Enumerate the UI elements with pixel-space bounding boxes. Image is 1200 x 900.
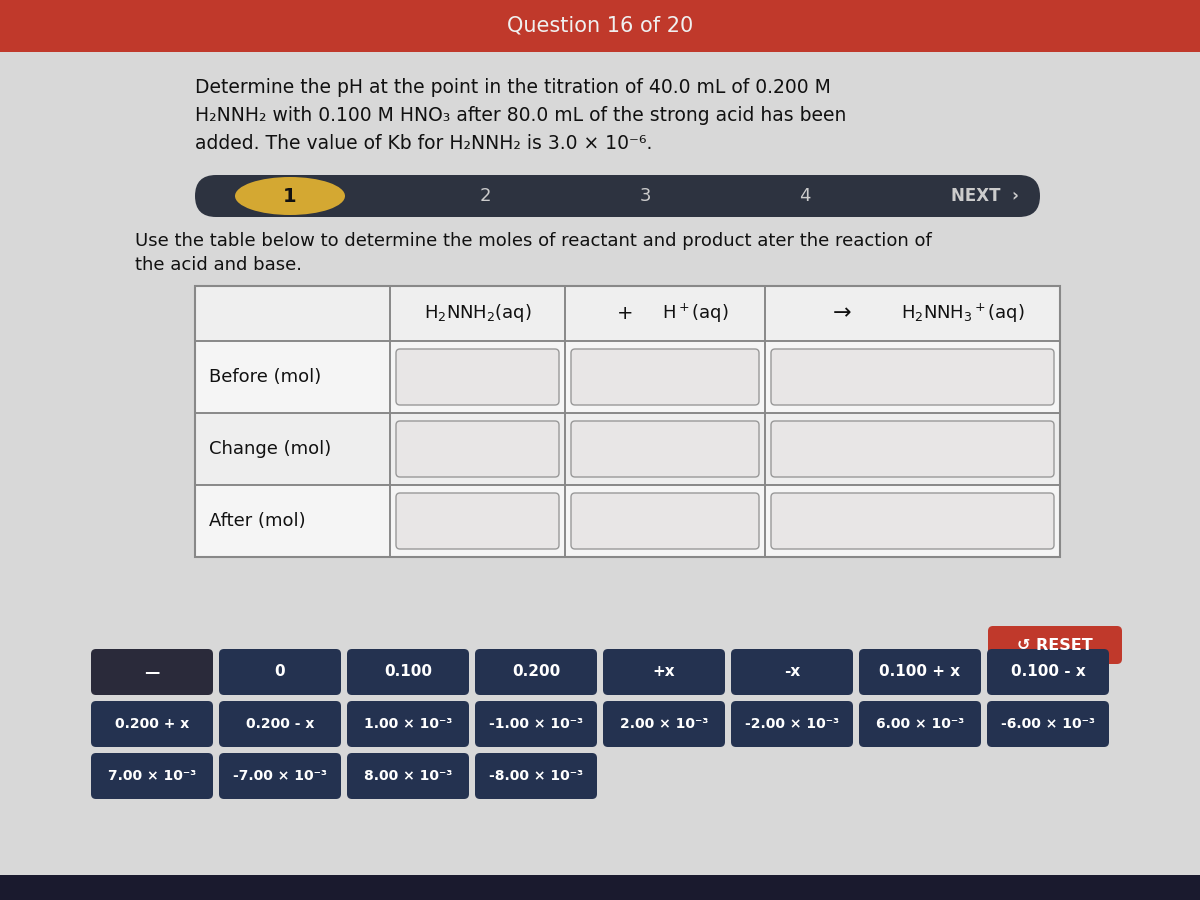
Text: Question 16 of 20: Question 16 of 20	[506, 16, 694, 36]
FancyBboxPatch shape	[986, 701, 1109, 747]
Text: After (mol): After (mol)	[209, 512, 306, 530]
Text: 6.00 × 10⁻³: 6.00 × 10⁻³	[876, 717, 964, 731]
Text: 0.100: 0.100	[384, 664, 432, 680]
Text: NEXT  ›: NEXT ›	[952, 187, 1019, 205]
Text: 2.00 × 10⁻³: 2.00 × 10⁻³	[620, 717, 708, 731]
Text: the acid and base.: the acid and base.	[134, 256, 302, 274]
Text: -8.00 × 10⁻³: -8.00 × 10⁻³	[488, 769, 583, 783]
Text: H$_2$NNH$_3$$^+$(aq): H$_2$NNH$_3$$^+$(aq)	[900, 302, 1025, 325]
Text: 0.200 + x: 0.200 + x	[115, 717, 190, 731]
FancyBboxPatch shape	[859, 649, 982, 695]
Text: Change (mol): Change (mol)	[209, 440, 331, 458]
FancyBboxPatch shape	[731, 701, 853, 747]
FancyBboxPatch shape	[220, 753, 341, 799]
FancyBboxPatch shape	[475, 701, 598, 747]
Text: -1.00 × 10⁻³: -1.00 × 10⁻³	[488, 717, 583, 731]
FancyBboxPatch shape	[91, 701, 214, 747]
Text: -7.00 × 10⁻³: -7.00 × 10⁻³	[233, 769, 326, 783]
Text: added. The value of Kb for H₂NNH₂ is 3.0 × 10⁻⁶.: added. The value of Kb for H₂NNH₂ is 3.0…	[194, 134, 653, 153]
Bar	[194, 286, 1060, 557]
Text: Use the table below to determine the moles of reactant and product ater the reac: Use the table below to determine the mol…	[134, 232, 931, 250]
Text: H$_2$NNH$_2$(aq): H$_2$NNH$_2$(aq)	[424, 302, 532, 325]
FancyBboxPatch shape	[731, 649, 853, 695]
FancyBboxPatch shape	[396, 421, 559, 477]
FancyBboxPatch shape	[220, 701, 341, 747]
FancyBboxPatch shape	[772, 493, 1054, 549]
Text: →: →	[833, 303, 852, 323]
Text: 8.00 × 10⁻³: 8.00 × 10⁻³	[364, 769, 452, 783]
Text: 7.00 × 10⁻³: 7.00 × 10⁻³	[108, 769, 196, 783]
FancyBboxPatch shape	[571, 493, 760, 549]
Text: Before (mol): Before (mol)	[209, 368, 322, 386]
FancyBboxPatch shape	[604, 649, 725, 695]
Text: -x: -x	[784, 664, 800, 680]
Text: -2.00 × 10⁻³: -2.00 × 10⁻³	[745, 717, 839, 731]
FancyBboxPatch shape	[571, 349, 760, 405]
FancyBboxPatch shape	[859, 701, 982, 747]
FancyBboxPatch shape	[396, 493, 559, 549]
Bar	[0, 875, 1200, 900]
Text: 0.200: 0.200	[512, 664, 560, 680]
FancyBboxPatch shape	[475, 753, 598, 799]
FancyBboxPatch shape	[347, 753, 469, 799]
Text: H₂NNH₂ with 0.100 M HNO₃ after 80.0 mL of the strong acid has been: H₂NNH₂ with 0.100 M HNO₃ after 80.0 mL o…	[194, 106, 846, 125]
Text: 0.100 + x: 0.100 + x	[880, 664, 960, 680]
FancyBboxPatch shape	[604, 701, 725, 747]
Text: Determine the pH at the point in the titration of 40.0 mL of 0.200 M: Determine the pH at the point in the tit…	[194, 78, 830, 97]
Bar	[194, 286, 1060, 341]
FancyBboxPatch shape	[220, 649, 341, 695]
FancyBboxPatch shape	[91, 649, 214, 695]
Text: —: —	[144, 664, 160, 680]
Text: 4: 4	[799, 187, 811, 205]
FancyBboxPatch shape	[396, 349, 559, 405]
FancyBboxPatch shape	[988, 626, 1122, 664]
Text: +: +	[617, 304, 634, 323]
FancyBboxPatch shape	[347, 649, 469, 695]
Text: H$^+$(aq): H$^+$(aq)	[661, 302, 728, 325]
Text: 0.200 - x: 0.200 - x	[246, 717, 314, 731]
Bar	[0, 0, 1200, 52]
Text: 0.100 - x: 0.100 - x	[1010, 664, 1085, 680]
Bar	[194, 413, 1060, 485]
FancyBboxPatch shape	[571, 421, 760, 477]
Text: 1: 1	[283, 186, 296, 205]
Text: 1.00 × 10⁻³: 1.00 × 10⁻³	[364, 717, 452, 731]
Text: -6.00 × 10⁻³: -6.00 × 10⁻³	[1001, 717, 1096, 731]
FancyBboxPatch shape	[194, 175, 1040, 217]
FancyBboxPatch shape	[475, 649, 598, 695]
FancyBboxPatch shape	[772, 421, 1054, 477]
FancyBboxPatch shape	[986, 649, 1109, 695]
Bar	[194, 485, 1060, 557]
Text: 3: 3	[640, 187, 650, 205]
FancyBboxPatch shape	[91, 753, 214, 799]
Ellipse shape	[235, 177, 346, 215]
Text: ↺ RESET: ↺ RESET	[1018, 637, 1093, 652]
Bar	[194, 286, 1060, 557]
FancyBboxPatch shape	[347, 701, 469, 747]
Bar	[194, 341, 1060, 413]
FancyBboxPatch shape	[772, 349, 1054, 405]
Text: 2: 2	[479, 187, 491, 205]
Text: +x: +x	[653, 664, 676, 680]
Text: 0: 0	[275, 664, 286, 680]
